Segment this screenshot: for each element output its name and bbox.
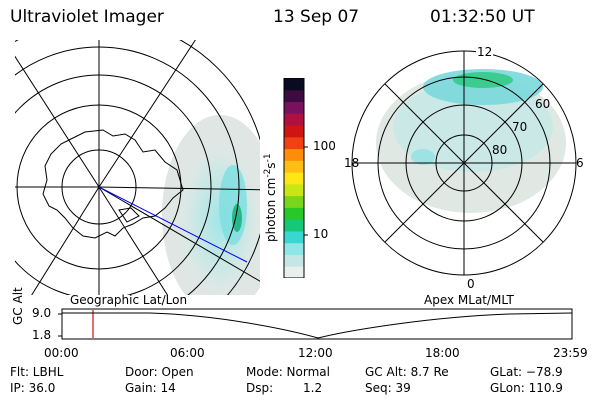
timeline-frame (61, 308, 573, 340)
geographic-map (15, 40, 260, 295)
colorbar (283, 78, 308, 278)
timeline-xtick-0600: 06:00 (170, 346, 205, 360)
filter-info: Flt: LBHL (10, 365, 64, 379)
mlt-label-18: 18 (344, 156, 360, 170)
mlat-label-70: 70 (512, 120, 528, 134)
timeline-xtick-0000: 00:00 (44, 346, 79, 360)
colorbar-segment (284, 230, 304, 244)
colorbar-segment (284, 183, 304, 197)
colorbar-segment (284, 195, 304, 208)
colorbar-segment (284, 125, 304, 138)
geographic-caption: Geographic Lat/Lon (70, 293, 188, 307)
mlat-label-60: 60 (535, 97, 551, 111)
colorbar-scale (284, 78, 304, 278)
aurora-patch (411, 149, 435, 165)
timeline-ylabel: GC Alt (11, 287, 25, 325)
aurora-bright-spot (453, 72, 513, 88)
timeline-ytick-high: 9.0 (32, 306, 52, 320)
gc-alt-info: GC Alt: 8.7 Re (365, 365, 449, 379)
colorbar-segment (284, 172, 304, 185)
colorbar-segment (284, 219, 304, 232)
date-label: 13 Sep 07 (273, 7, 360, 27)
colorbar-frame (283, 78, 305, 278)
colorbar-segment (284, 148, 304, 161)
colorbar-label: photon cm-2s-1 (263, 153, 278, 242)
mode-info: Mode: Normal (246, 365, 330, 379)
antarctica-coastline (42, 129, 184, 239)
aurora-oval (393, 82, 553, 172)
colorbar-tick-100: 100 (313, 139, 336, 153)
colorbar-segment (284, 254, 304, 267)
colorbar-segment (284, 101, 304, 114)
aurora-bright-spot (232, 204, 242, 232)
altitude-timeline (58, 308, 573, 340)
colorbar-ticks (304, 146, 308, 236)
colorbar-segment (284, 242, 304, 255)
mlt-lines (352, 51, 576, 275)
mlt-label-0: 0 (467, 277, 475, 291)
app-title: Ultraviolet Imager (10, 7, 164, 27)
apex-caption: Apex MLat/MLT (424, 293, 514, 307)
longitude-lines (15, 40, 260, 295)
timeline-xtick-1800: 18:00 (425, 346, 460, 360)
altitude-curve (62, 312, 573, 339)
colorbar-segment (284, 89, 304, 103)
colorbar-tick-10: 10 (313, 227, 329, 241)
gain-info: Gain: 14 (125, 381, 176, 395)
dsp-value: 1.2 (303, 381, 323, 395)
mlat-label-80: 80 (492, 143, 508, 157)
ip-info: IP: 36.0 (10, 381, 56, 395)
aurora-arc (219, 165, 247, 245)
mlt-label-12: 12 (476, 45, 494, 59)
magnetic-map (351, 50, 577, 276)
seq-info: Seq: 39 (365, 381, 411, 395)
colorbar-segment (284, 78, 304, 91)
satellite-direction-line (98, 186, 248, 263)
colorbar-segment (284, 136, 304, 150)
colorbar-segment (284, 207, 304, 220)
door-info: Door: Open (125, 365, 194, 379)
timeline-ytick-low: 1.8 (32, 328, 52, 342)
colorbar-segment (284, 113, 304, 126)
time-label: 01:32:50 UT (430, 7, 535, 27)
dsp-label: Dsp: (246, 381, 274, 395)
timeline-yticks (58, 313, 62, 337)
mlt-label-6: 6 (576, 156, 584, 170)
timeline-xtick-2359: 23:59 (553, 346, 588, 360)
glon-info: GLon: 110.9 (490, 381, 563, 395)
colorbar-segment (284, 160, 304, 173)
glat-info: GLat: −78.9 (490, 365, 563, 379)
colorbar-segment (284, 266, 304, 278)
timeline-xtick-1200: 12:00 (298, 346, 333, 360)
